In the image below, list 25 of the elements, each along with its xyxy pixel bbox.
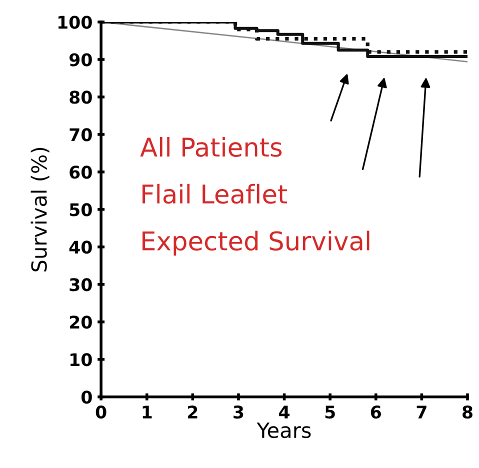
y-tick-label: 90 <box>69 53 92 66</box>
y-tick-label: 100 <box>58 16 92 29</box>
y-tick-label: 50 <box>70 203 92 216</box>
annotation: All Patients <box>140 137 282 157</box>
y-tick-label: 70 <box>70 128 92 142</box>
annotation: Flail Leaflet <box>142 184 287 204</box>
y-tick-label: 0 <box>81 390 92 404</box>
y-tick-label: 40 <box>69 240 92 254</box>
x-tick-label: 6 <box>370 406 381 419</box>
annotation: Expected Survival <box>142 230 370 256</box>
y-axis-title: Survival (%) <box>30 148 50 272</box>
x-tick-label: 5 <box>325 406 335 419</box>
x-tick-label: 2 <box>188 406 198 418</box>
y-tick-label: 80 <box>70 90 92 104</box>
x-tick-label: 3 <box>234 406 244 419</box>
y-tick-label: 60 <box>70 166 92 179</box>
x-tick-label: 1 <box>142 406 152 418</box>
x-tick-label: 7 <box>416 406 426 418</box>
y-tick-label: 30 <box>70 278 92 292</box>
y-tick-label: 20 <box>70 316 92 329</box>
x-tick-label: 8 <box>462 406 472 419</box>
y-tick-label: 10 <box>70 353 92 366</box>
x-axis-title: Years <box>256 422 311 438</box>
x-tick-label: 0 <box>96 406 106 419</box>
x-tick-label: 4 <box>279 406 290 418</box>
